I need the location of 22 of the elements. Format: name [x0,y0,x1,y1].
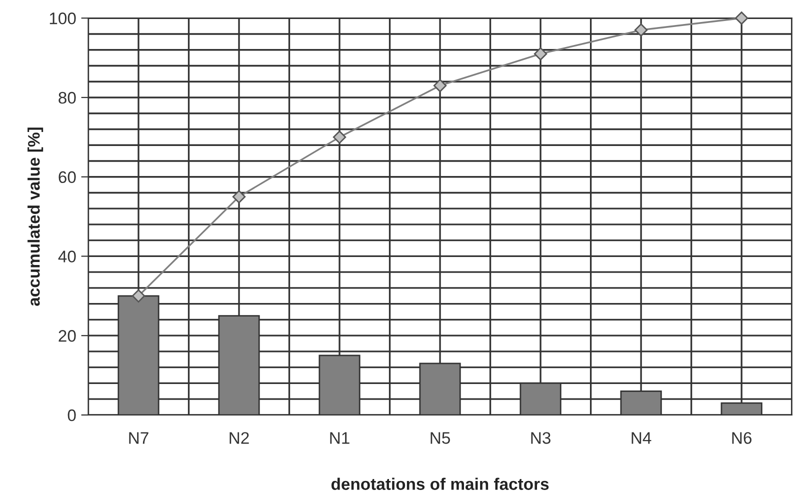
x-tick-label: N2 [230,432,249,444]
point [433,78,447,92]
x-tick-label: N6 [732,432,752,444]
y-tick-label: 20 [58,330,76,342]
x-tick-label: N3 [531,432,550,444]
y-tick-label: 0 [68,409,76,422]
point [332,130,346,144]
x-tick-label: N5 [430,432,450,444]
x-axis-title: denotations of main factors [331,478,549,490]
y-tick-label: 60 [58,171,76,184]
point [634,23,648,37]
x-tick-label: N4 [632,432,652,444]
point [534,47,548,60]
y-axis-title: accumulated value [%] [28,128,44,306]
y-tick-label: 40 [58,250,76,262]
point [734,12,748,25]
x-tick-label: N7 [129,432,148,444]
point [132,289,146,303]
y-tick-label: 80 [58,92,76,104]
y-tick-label: 100 [50,12,76,24]
x-tick-label: N1 [330,432,350,444]
point [232,190,246,204]
